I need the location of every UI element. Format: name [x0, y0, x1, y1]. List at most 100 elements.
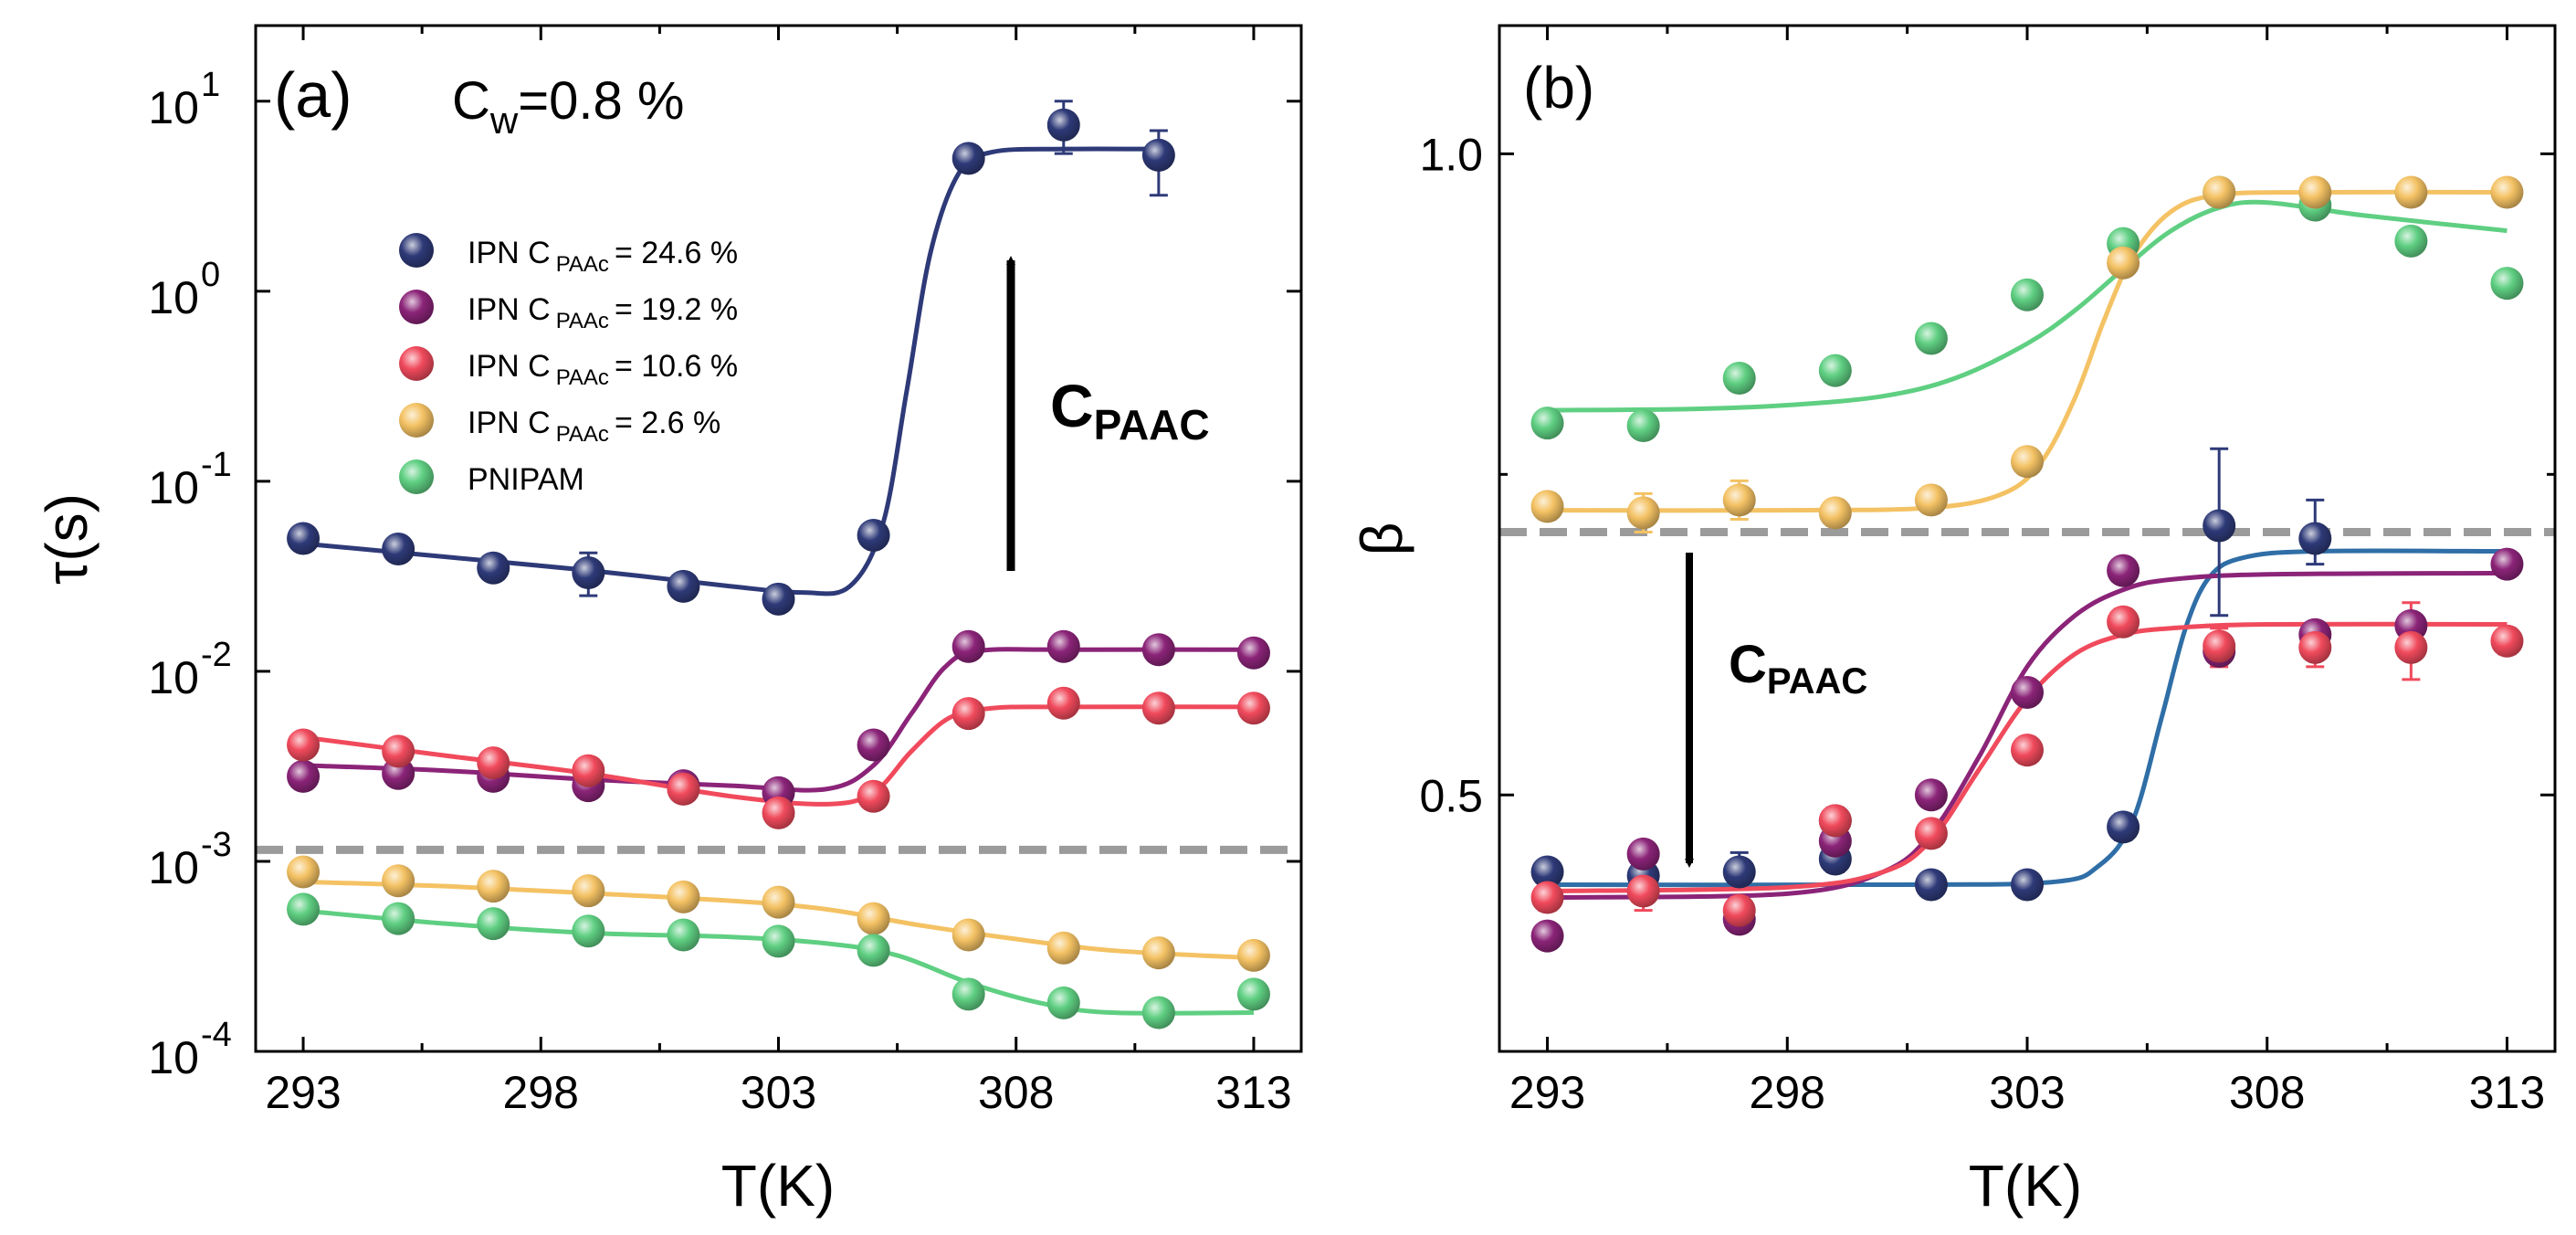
- data-point-red: [2394, 630, 2428, 664]
- data-point-orange: [1818, 496, 1852, 530]
- data-point-navy: [572, 556, 605, 590]
- concentration-annotation: Cw=0.8 %: [452, 71, 684, 142]
- legend-label: IPN C PAAc = 2.6 %: [468, 406, 720, 447]
- data-point-red: [2107, 605, 2140, 639]
- y-ticks-b: 0.5 1.0: [1419, 129, 2555, 821]
- fit-curve-purple: [1547, 570, 2508, 901]
- x-tick-label: 293: [1509, 1067, 1585, 1118]
- data-point-orange: [1530, 490, 1564, 523]
- data-points-a: [287, 108, 1270, 1029]
- data-point-purple: [1046, 629, 1080, 663]
- data-point-navy: [477, 551, 510, 585]
- data-point-green: [2394, 224, 2428, 258]
- x-tick-label: 303: [1989, 1067, 2065, 1118]
- data-point-red: [857, 779, 890, 813]
- legend-marker: [399, 346, 434, 381]
- legend-item: PNIPAM: [399, 459, 584, 497]
- x-tick-label: 298: [1750, 1067, 1825, 1118]
- x-ticks-b: 293 298 303 308 313: [1509, 26, 2545, 1118]
- x-tick-label: 313: [1215, 1067, 1291, 1118]
- data-point-orange: [857, 902, 890, 935]
- y-tick-label: 10: [148, 462, 199, 513]
- data-point-navy: [1141, 138, 1175, 172]
- y-axis-label-b: β: [1349, 522, 1414, 556]
- panel-b: 293 298 303 308 313 0.5 1.0 (b) CPAAC T(K) β: [1349, 24, 2557, 1219]
- y-tick-exponent: -3: [201, 826, 232, 864]
- data-point-purple: [1530, 919, 1564, 953]
- legend-label: IPN C PAAc = 24.6 %: [468, 236, 738, 277]
- data-point-green: [1236, 977, 1270, 1011]
- x-ticks-a: 293 298 303 308 313: [265, 26, 1292, 1118]
- data-point-purple: [287, 759, 321, 793]
- x-axis-label-b: T(K): [1969, 1153, 2082, 1219]
- fit-curve-navy: [1547, 548, 2508, 888]
- data-point-navy: [1046, 108, 1080, 142]
- data-point-red: [667, 772, 700, 806]
- fit-curve-purple: [302, 647, 1254, 793]
- data-point-orange: [1236, 938, 1270, 972]
- y-tick-label: 10: [148, 652, 199, 703]
- data-point-navy: [667, 569, 700, 603]
- data-point-purple: [1236, 636, 1270, 670]
- data-point-orange: [287, 855, 321, 889]
- data-point-navy: [382, 533, 415, 566]
- legend-label: IPN C PAAc = 19.2 %: [468, 292, 738, 333]
- data-point-red: [2298, 630, 2332, 664]
- data-point-orange: [2011, 445, 2044, 479]
- data-point-red: [762, 796, 795, 829]
- data-point-orange: [762, 885, 795, 919]
- data-point-orange: [1141, 936, 1175, 970]
- data-point-red: [1818, 804, 1852, 838]
- data-point-orange: [2298, 175, 2332, 209]
- data-point-orange: [952, 918, 985, 952]
- data-point-orange: [382, 864, 415, 898]
- data-point-red: [1626, 874, 1660, 908]
- legend-item: IPN C PAAc = 24.6 %: [399, 233, 738, 277]
- x-tick-label: 303: [741, 1067, 816, 1118]
- data-point-red: [1530, 881, 1564, 914]
- data-point-red: [952, 697, 985, 731]
- data-point-orange: [667, 880, 700, 913]
- data-point-green: [2490, 267, 2524, 301]
- data-point-orange: [2490, 175, 2524, 209]
- panel-label-a: (a): [274, 59, 352, 131]
- data-point-navy: [1722, 855, 1756, 889]
- data-point-green: [477, 907, 510, 941]
- data-point-navy: [1530, 855, 1564, 889]
- data-point-navy: [2107, 810, 2140, 844]
- data-point-red: [382, 734, 415, 768]
- data-point-red: [1722, 893, 1756, 927]
- legend-item: IPN C PAAc = 2.6 %: [399, 403, 720, 447]
- y-tick-exponent: 0: [201, 256, 220, 294]
- x-tick-label: 293: [265, 1067, 341, 1118]
- y-tick-exponent: -4: [201, 1016, 232, 1054]
- data-point-navy: [287, 522, 321, 555]
- fit-curves-a: [302, 146, 1255, 1016]
- data-point-green: [382, 902, 415, 935]
- data-point-green: [1626, 408, 1660, 442]
- data-point-orange: [2107, 246, 2140, 280]
- data-point-green: [1914, 322, 1948, 355]
- data-point-red: [1236, 691, 1270, 725]
- fit-curve-orange: [302, 879, 1255, 961]
- cpaac-label-b: CPAAC: [1729, 635, 1867, 702]
- data-point-red: [1046, 686, 1080, 720]
- legend-item: IPN C PAAc = 10.6 %: [399, 346, 738, 390]
- data-point-purple: [952, 629, 985, 663]
- fit-curve-green: [1547, 199, 2508, 413]
- data-point-red: [287, 728, 321, 762]
- legend-marker: [399, 459, 434, 494]
- data-point-navy: [762, 582, 795, 616]
- y-tick-label: 10: [148, 82, 199, 133]
- x-axis-label-a: T(K): [721, 1153, 835, 1219]
- cpaac-label-a: CPAAC: [1050, 372, 1210, 449]
- data-point-purple: [2107, 554, 2140, 587]
- data-point-orange: [477, 870, 510, 903]
- x-tick-label: 308: [978, 1067, 1054, 1118]
- data-point-purple: [1914, 778, 1948, 812]
- legend-marker: [399, 290, 434, 324]
- data-point-green: [287, 892, 321, 926]
